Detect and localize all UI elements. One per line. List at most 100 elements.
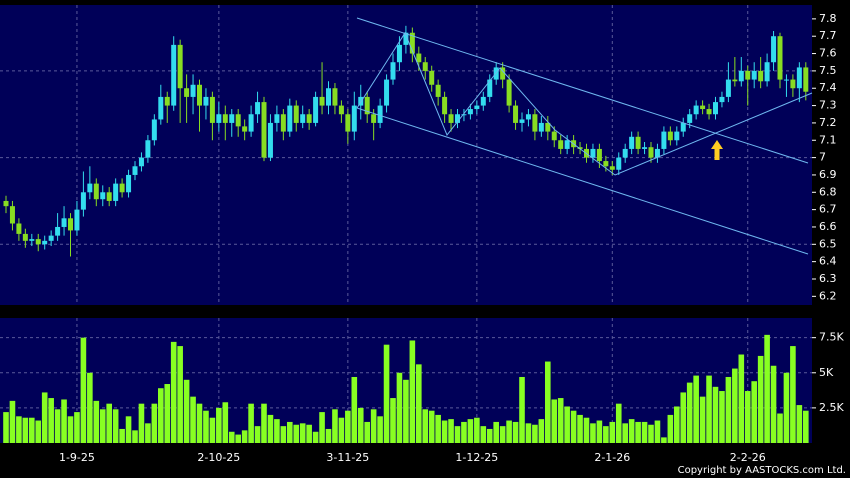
candle-body: [74, 209, 80, 231]
volume-bar: [493, 421, 499, 443]
volume-bar: [170, 341, 177, 443]
candle-body: [422, 62, 428, 71]
candle-body: [48, 235, 54, 241]
candle-body: [3, 200, 9, 207]
candle-body: [42, 240, 48, 245]
volume-bar: [332, 409, 338, 443]
volume-bar: [435, 414, 441, 443]
candle-body: [764, 62, 770, 82]
volume-bar: [532, 424, 538, 443]
volume-bar: [783, 372, 790, 443]
y-tick-label: 7.7: [819, 29, 837, 42]
candle-body: [577, 147, 583, 149]
volume-bar: [796, 405, 803, 443]
y-tick-label: 7: [819, 151, 826, 164]
candle-body: [751, 70, 757, 80]
volume-bar: [248, 403, 254, 443]
y-tick-label: 7.4: [819, 81, 837, 94]
candle-body: [396, 44, 402, 63]
volume-bar: [241, 430, 248, 443]
volume-bar: [222, 402, 229, 443]
candle-body: [326, 88, 331, 106]
candle-body: [93, 183, 99, 200]
volume-bar: [525, 423, 532, 443]
volume-bar: [770, 365, 777, 443]
candle-body: [558, 140, 564, 149]
candle-body: [16, 223, 22, 234]
candle-body: [551, 131, 557, 141]
trend-line: [614, 92, 813, 176]
volume-bar: [190, 396, 196, 443]
candle-body: [287, 105, 293, 132]
candle-body: [480, 96, 486, 106]
candle-body: [461, 114, 467, 116]
candle-body: [719, 96, 725, 103]
candle-body: [68, 218, 73, 231]
candle-body: [590, 148, 596, 158]
volume-bar: [538, 419, 545, 443]
candle-body: [725, 79, 731, 97]
candle-body: [29, 239, 35, 241]
volume-bar: [125, 416, 132, 443]
volume-bar: [751, 381, 757, 443]
candle-body: [596, 148, 602, 162]
volume-bar: [712, 386, 719, 443]
volume-bar: [119, 428, 125, 443]
volume-bar: [357, 407, 364, 443]
x-tick-label: 3-11-25: [326, 451, 369, 464]
candle-body: [235, 114, 241, 127]
candle-body: [713, 102, 718, 115]
candle-body: [403, 32, 409, 45]
y-tick-label: 7.6: [819, 47, 837, 60]
candle-body: [313, 96, 319, 123]
y-tick-label: 2.5K: [819, 401, 844, 414]
volume-bar: [661, 437, 667, 443]
candle-body: [500, 67, 506, 80]
trend-line: [356, 17, 809, 164]
volume-bar: [319, 412, 325, 443]
volume-bar: [216, 407, 222, 443]
volume-bar: [61, 399, 67, 443]
candle-body: [435, 84, 441, 97]
volume-bar: [299, 423, 306, 443]
candle-body: [113, 183, 119, 201]
volume-bar: [693, 375, 699, 443]
volume-bar: [609, 421, 616, 443]
trend-line: [356, 107, 809, 255]
candle-body: [487, 79, 493, 97]
volume-bar: [203, 410, 209, 443]
candle-body: [106, 192, 112, 201]
y-tick-label: 6.8: [819, 185, 837, 198]
candle-body: [513, 105, 519, 123]
candle-body: [616, 157, 622, 170]
candle-body: [35, 239, 41, 245]
y-tick-label: 7.8: [819, 12, 837, 25]
candle-body: [119, 183, 125, 193]
volume-bar: [499, 426, 506, 443]
volume-bar: [390, 398, 396, 443]
x-tick-label: 2-10-25: [197, 451, 240, 464]
y-tick-label: 7.5K: [819, 331, 844, 344]
candle-body: [609, 166, 615, 170]
volume-bar: [183, 379, 190, 443]
candle-body: [151, 119, 157, 141]
volume-bar: [29, 417, 35, 443]
volume-bar: [777, 413, 783, 443]
candle-body: [693, 105, 699, 115]
y-tick-label: 6.9: [819, 168, 837, 181]
volume-bar: [564, 406, 570, 443]
candle-body: [345, 114, 351, 132]
candle-body: [132, 166, 138, 175]
y-tick-label: 6.6: [819, 220, 837, 233]
volume-bar: [377, 416, 383, 443]
volume-bar: [603, 426, 609, 443]
volume-bar: [416, 364, 422, 443]
candle-body: [203, 96, 209, 106]
candle-body: [732, 79, 738, 82]
volume-bar: [744, 391, 751, 443]
volume-bar: [274, 419, 280, 443]
volume-bar: [512, 421, 519, 443]
volume-bar: [41, 392, 48, 443]
candle-body: [229, 114, 235, 123]
candle-body: [545, 122, 551, 132]
